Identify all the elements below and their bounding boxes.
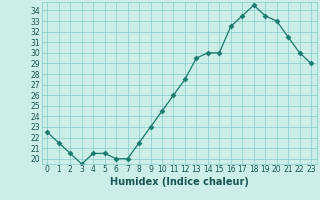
X-axis label: Humidex (Indice chaleur): Humidex (Indice chaleur)	[110, 177, 249, 187]
